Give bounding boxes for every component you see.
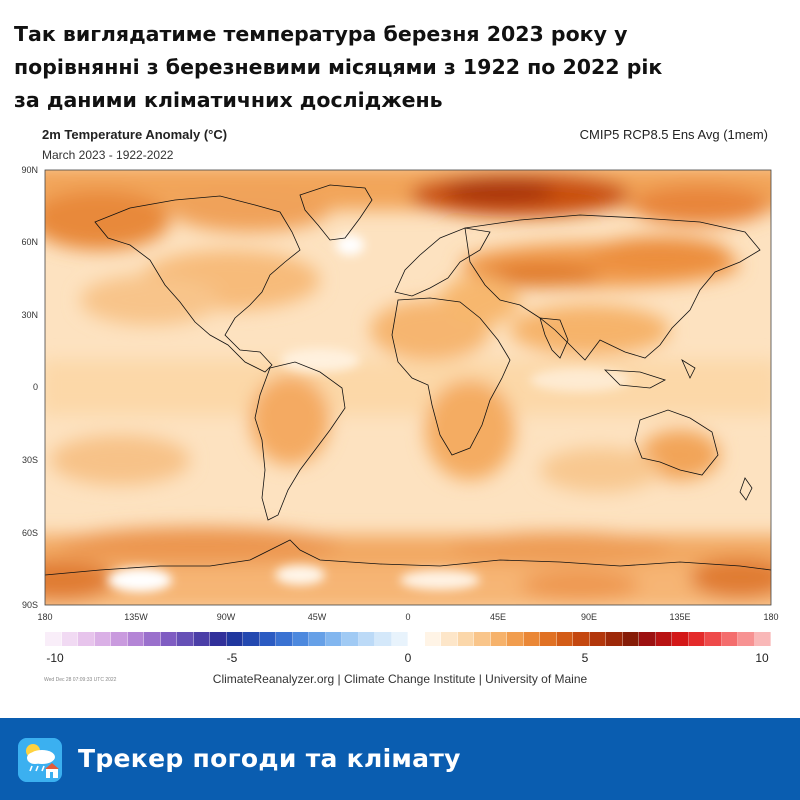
colorbar-swatch: [358, 632, 375, 646]
colorbar-label-10: 10: [755, 651, 769, 665]
lat-label-60n: 60N: [21, 237, 38, 247]
colorbar-swatch: [672, 632, 689, 646]
coastlines: [45, 184, 771, 576]
colorbar-swatch: [177, 632, 194, 646]
colorbar-swatch: [589, 632, 606, 646]
lat-label-90n: 90N: [21, 165, 38, 175]
colorbar-swatch: [655, 632, 672, 646]
colorbar-swatch: [457, 632, 474, 646]
colorbar-swatch: [375, 632, 392, 646]
credit-line: ClimateReanalyzer.org | Climate Change I…: [212, 672, 588, 686]
headline-line-1: Так виглядатиме температура березня 2023…: [14, 22, 628, 46]
colorbar-swatch: [127, 632, 144, 646]
colorbar-swatch: [540, 632, 557, 646]
lon-label-135w: 135W: [124, 612, 148, 622]
colorbar-swatch: [160, 632, 177, 646]
map-frame: [44, 169, 772, 606]
colorbar-label-minus5: -5: [226, 651, 238, 665]
colorbar-swatch: [342, 632, 359, 646]
lat-label-30s: 30S: [22, 455, 38, 465]
colorbar-swatch: [144, 632, 161, 646]
colorbar-swatch: [507, 632, 524, 646]
map-subtitle: March 2023 - 1922-2022: [42, 148, 174, 162]
latitude-labels: 90N 60N 30N 0 30S 60S 90S: [21, 165, 38, 610]
colorbar-swatch: [61, 632, 78, 646]
colorbar-swatch: [738, 632, 755, 646]
colorbar-swatch: [292, 632, 309, 646]
lat-label-30n: 30N: [21, 310, 38, 320]
weather-app-icon: [18, 738, 62, 782]
colorbar-swatch: [111, 632, 128, 646]
colorbar-swatch: [391, 632, 408, 646]
lon-label-180w: 180: [37, 612, 52, 622]
colorbar-swatch: [193, 632, 210, 646]
colorbar-label-5: 5: [581, 651, 589, 665]
colorbar-swatch: [639, 632, 656, 646]
colorbar-swatch: [523, 632, 540, 646]
model-label: CMIP5 RCP8.5 Ens Avg (1mem): [579, 127, 768, 142]
colorbar-swatch: [688, 632, 705, 646]
lat-label-90s: 90S: [22, 600, 38, 610]
colorbar-swatch: [325, 632, 342, 646]
colorbar-swatch: [573, 632, 590, 646]
render-timestamp: Wed Dec 28 07:09:33 UTC 2022: [44, 677, 117, 683]
colorbar-swatch: [622, 632, 639, 646]
lon-label-90w: 90W: [217, 612, 236, 622]
colorbar-swatch: [243, 632, 260, 646]
colorbar-swatch: [424, 632, 441, 646]
colorbar-swatch: [78, 632, 95, 646]
headline: Так виглядатиме температура березня 2023…: [14, 18, 784, 117]
colorbar-swatch: [408, 632, 425, 646]
footer-bar: Трекер погоди та клімату: [0, 718, 800, 800]
lon-label-180e: 180: [763, 612, 778, 622]
anomaly-field: [45, 170, 771, 605]
colorbar-swatch: [441, 632, 458, 646]
longitude-labels: 180 135W 90W 45W 0 45E 90E 135E 180: [37, 612, 778, 622]
lon-label-135e: 135E: [669, 612, 690, 622]
lon-label-45w: 45W: [308, 612, 327, 622]
colorbar-swatch: [556, 632, 573, 646]
colorbar-swatch: [259, 632, 276, 646]
headline-line-3: за даними кліматичних досліджень: [14, 88, 443, 112]
colorbar-swatch: [276, 632, 293, 646]
lat-label-0: 0: [33, 382, 38, 392]
colorbar-swatch: [474, 632, 491, 646]
headline-line-2: порівнянні з березневими місяцями з 1922…: [14, 55, 663, 79]
colorbar-swatch: [309, 632, 326, 646]
lon-label-0: 0: [405, 612, 410, 622]
colorbar-swatch: [721, 632, 738, 646]
lon-label-90e: 90E: [581, 612, 597, 622]
colorbar-swatch: [226, 632, 243, 646]
colorbar-swatch: [45, 632, 62, 646]
colorbar-swatch: [210, 632, 227, 646]
colorbar-label-minus10: -10: [46, 651, 64, 665]
colorbar-label-0: 0: [404, 651, 412, 665]
lon-label-45e: 45E: [490, 612, 506, 622]
lat-label-60s: 60S: [22, 528, 38, 538]
footer-label: Трекер погоди та клімату: [78, 744, 461, 773]
temperature-anomaly-map: 90N 60N 30N 0 30S 60S 90S 180 135W 90W 4…: [21, 165, 778, 622]
colorbar: [45, 632, 771, 646]
colorbar-swatch: [606, 632, 623, 646]
map-title: 2m Temperature Anomaly (°C): [42, 127, 228, 142]
colorbar-swatch: [94, 632, 111, 646]
colorbar-swatch: [705, 632, 722, 646]
colorbar-swatch: [490, 632, 507, 646]
colorbar-swatch: [754, 632, 771, 646]
